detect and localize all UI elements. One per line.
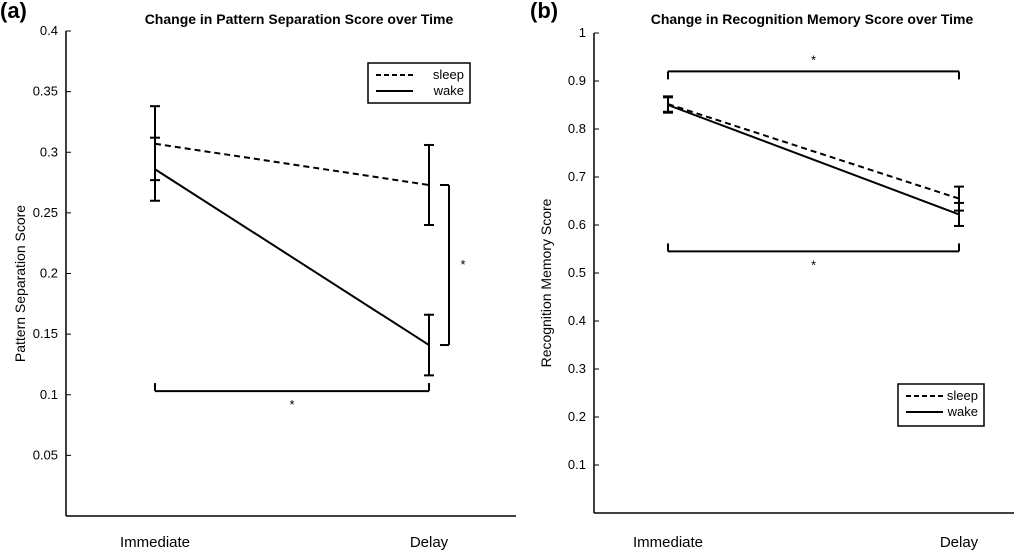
chart-title: Change in Recognition Memory Score over … (651, 11, 974, 27)
chart-panel-2: (b) Change in Recognition Memory Score ov… (530, 0, 1014, 550)
y-tick-label: 0.7 (568, 169, 586, 184)
y-tick-label: 0.1 (568, 457, 586, 472)
series-line-sleep (667, 103, 960, 200)
legend-box (367, 62, 471, 104)
panel-label: (b) (530, 0, 558, 23)
legend-box (897, 383, 985, 427)
y-tick-label: 0.15 (33, 326, 58, 341)
significance-bracket: * (440, 183, 466, 347)
significance-bracket: * (667, 52, 960, 80)
x-tick-label: Immediate (120, 534, 190, 550)
chart-title: Change in Pattern Separation Score over … (145, 11, 454, 27)
y-tick-label: 0.3 (568, 361, 586, 376)
chart-panel-1: (a) Change in Pattern Separation Score ov… (0, 0, 516, 550)
y-axis-label: Pattern Separation Score (12, 205, 28, 362)
y-tick-label: 0.6 (568, 217, 586, 232)
series-line-wake (154, 168, 430, 346)
panel-label: (a) (0, 0, 27, 23)
y-tick-label: 0.2 (40, 266, 58, 281)
significance-star: * (289, 397, 294, 412)
x-tick-label: Delay (410, 534, 449, 550)
x-tick-label: Immediate (633, 534, 703, 550)
significance-star: * (811, 257, 816, 272)
y-tick-label: 0.8 (568, 121, 586, 136)
y-tick-label: 0.4 (568, 313, 586, 328)
legend-label: wake (947, 404, 978, 419)
series-line-wake (667, 104, 960, 216)
legend-label: sleep (433, 67, 464, 82)
y-axis-label: Recognition Memory Score (538, 198, 554, 367)
legend-label: sleep (947, 388, 978, 403)
series-line-sleep (154, 142, 430, 186)
y-tick-label: 0.35 (33, 84, 58, 99)
legend-label: wake (433, 83, 464, 98)
y-tick-label: 0.25 (33, 205, 58, 220)
y-tick-label: 0.3 (40, 144, 58, 159)
y-tick-label: 0.2 (568, 409, 586, 424)
y-tick-label: 0.4 (40, 23, 58, 38)
significance-star: * (811, 52, 816, 67)
y-tick-label: 0.5 (568, 265, 586, 280)
y-tick-label: 0.1 (40, 387, 58, 402)
significance-bracket: * (154, 383, 430, 412)
significance-bracket: * (667, 243, 960, 272)
significance-star: * (460, 257, 465, 272)
y-tick-label: 1 (579, 25, 586, 40)
x-tick-label: Delay (940, 534, 979, 550)
y-tick-label: 0.9 (568, 73, 586, 88)
y-tick-label: 0.05 (33, 447, 58, 462)
